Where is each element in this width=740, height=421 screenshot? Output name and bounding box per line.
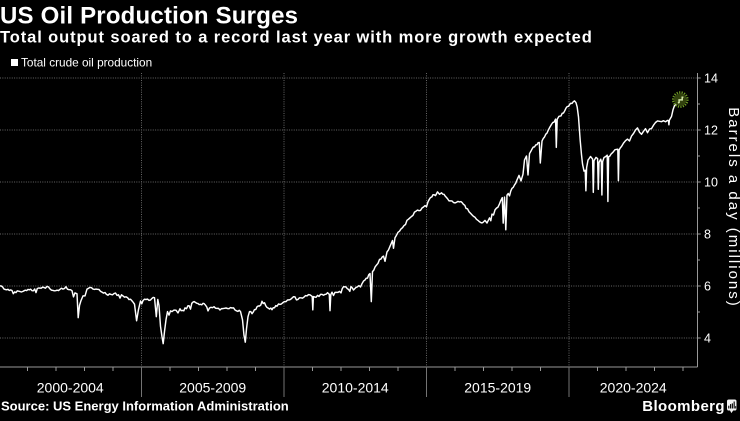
svg-text:US Oil Production Surges: US Oil Production Surges xyxy=(0,3,298,30)
svg-text:2010-2014: 2010-2014 xyxy=(322,380,389,396)
svg-text:2000-2004: 2000-2004 xyxy=(37,380,104,396)
svg-text:8: 8 xyxy=(704,228,711,242)
svg-text:Total crude oil production: Total crude oil production xyxy=(21,56,152,70)
svg-text:12: 12 xyxy=(704,124,718,138)
svg-text:Barrels a day (millions): Barrels a day (millions) xyxy=(725,107,740,308)
svg-text:6: 6 xyxy=(704,280,711,294)
svg-text:14: 14 xyxy=(704,72,718,86)
svg-text:2005-2009: 2005-2009 xyxy=(179,380,246,396)
svg-text:Source: US Energy Information: Source: US Energy Information Administra… xyxy=(1,399,289,414)
svg-text:2015-2019: 2015-2019 xyxy=(464,380,531,396)
svg-text:4: 4 xyxy=(704,332,711,346)
svg-text:10: 10 xyxy=(704,176,718,190)
svg-text:2020-2024: 2020-2024 xyxy=(600,380,667,396)
svg-text:Bloomberg: Bloomberg xyxy=(642,398,725,415)
svg-text:Total output soared to a recor: Total output soared to a record last yea… xyxy=(0,29,593,47)
